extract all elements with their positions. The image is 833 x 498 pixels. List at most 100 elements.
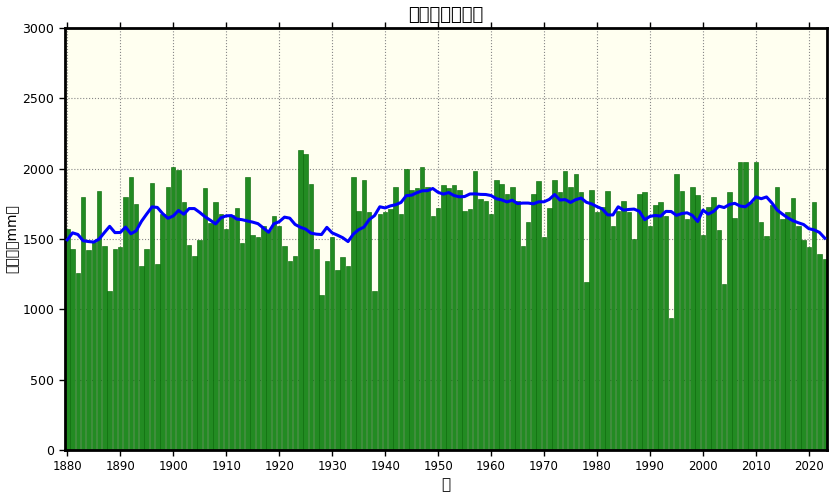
Bar xyxy=(473,171,477,450)
Bar xyxy=(346,265,351,450)
Bar xyxy=(547,208,551,450)
Bar xyxy=(171,167,176,450)
Bar xyxy=(446,188,451,450)
Bar xyxy=(563,171,567,450)
Bar xyxy=(822,258,827,450)
Bar xyxy=(213,202,218,450)
Bar xyxy=(637,194,641,450)
Bar xyxy=(377,214,382,450)
Bar xyxy=(372,291,377,450)
Bar xyxy=(65,229,69,450)
Bar xyxy=(606,191,610,450)
Bar xyxy=(303,154,308,450)
Bar xyxy=(388,209,392,450)
Bar xyxy=(722,284,726,450)
Bar xyxy=(144,249,149,450)
Bar xyxy=(706,207,711,450)
Bar xyxy=(383,212,387,450)
Bar xyxy=(192,256,197,450)
Bar xyxy=(669,318,673,450)
Bar xyxy=(102,246,107,450)
Bar xyxy=(277,226,282,450)
Bar xyxy=(653,205,657,450)
Bar xyxy=(531,194,536,450)
Bar xyxy=(658,202,663,450)
Bar xyxy=(261,226,266,450)
Bar xyxy=(187,245,192,450)
Bar xyxy=(595,212,599,450)
Bar xyxy=(674,174,679,450)
Bar xyxy=(568,187,573,450)
Bar xyxy=(817,254,821,450)
Bar xyxy=(139,265,143,450)
Bar xyxy=(293,256,297,450)
Bar xyxy=(367,212,372,450)
Bar xyxy=(626,212,631,450)
Bar xyxy=(202,188,207,450)
Bar xyxy=(107,291,112,450)
Bar xyxy=(208,224,212,450)
Bar xyxy=(399,214,403,450)
Bar xyxy=(600,207,605,450)
Bar xyxy=(505,194,509,450)
Bar xyxy=(806,248,811,450)
Bar xyxy=(267,231,271,450)
Bar xyxy=(128,177,133,450)
Bar xyxy=(457,190,461,450)
Bar xyxy=(314,249,318,450)
Bar xyxy=(557,192,562,450)
Bar xyxy=(775,187,780,450)
Bar xyxy=(256,238,260,450)
Bar xyxy=(716,231,721,450)
Bar xyxy=(86,250,91,450)
Bar xyxy=(616,211,621,450)
Bar xyxy=(526,222,531,450)
Bar xyxy=(541,238,546,450)
Bar xyxy=(489,214,493,450)
Bar xyxy=(351,177,356,450)
Bar xyxy=(272,216,276,450)
Bar xyxy=(362,180,367,450)
Bar xyxy=(770,205,774,450)
Bar xyxy=(590,190,594,450)
Bar xyxy=(97,191,102,450)
Bar xyxy=(611,226,615,450)
Bar xyxy=(245,177,250,450)
Bar xyxy=(325,261,329,450)
Bar xyxy=(451,185,456,450)
Bar xyxy=(319,295,324,450)
Bar xyxy=(309,184,313,450)
Bar xyxy=(516,201,520,450)
Bar xyxy=(494,180,499,450)
Bar xyxy=(235,208,239,450)
Bar xyxy=(409,190,414,450)
Bar xyxy=(500,184,504,450)
Bar xyxy=(287,261,292,450)
Bar xyxy=(161,214,165,450)
Bar xyxy=(404,168,408,450)
Bar xyxy=(177,170,181,450)
Bar xyxy=(701,235,706,450)
Bar xyxy=(483,201,488,450)
Bar xyxy=(781,219,785,450)
Bar xyxy=(298,150,302,450)
Bar xyxy=(754,161,758,450)
Bar xyxy=(197,240,202,450)
Y-axis label: 降水量（mm）: 降水量（mm） xyxy=(6,205,19,273)
Bar xyxy=(642,192,647,450)
Bar xyxy=(552,180,557,450)
Bar xyxy=(764,236,769,450)
Bar xyxy=(341,257,345,450)
Bar xyxy=(436,208,441,450)
Bar xyxy=(282,246,287,450)
Bar xyxy=(574,174,578,450)
Bar xyxy=(467,209,472,450)
Bar xyxy=(441,185,446,450)
Bar xyxy=(92,242,96,450)
X-axis label: 年: 年 xyxy=(441,478,451,493)
Bar xyxy=(648,226,652,450)
Bar xyxy=(801,240,806,450)
Bar xyxy=(732,218,737,450)
Bar xyxy=(330,238,334,450)
Bar xyxy=(420,167,425,450)
